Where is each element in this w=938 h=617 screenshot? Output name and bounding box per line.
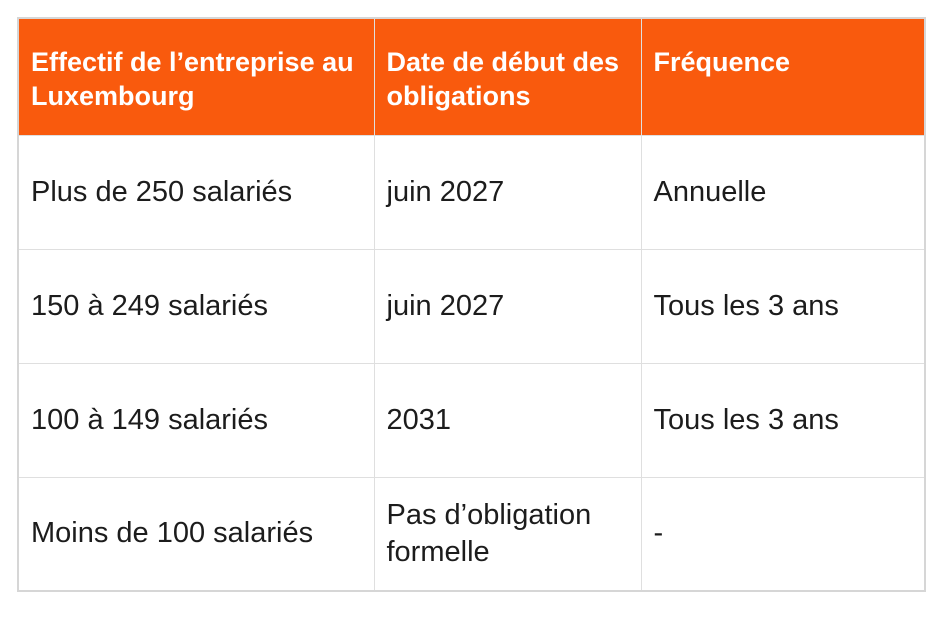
- table-row: Plus de 250 salariés juin 2027 Annuelle: [17, 134, 926, 250]
- table-row: 100 à 149 salariés 2031 Tous les 3 ans: [17, 362, 926, 478]
- cell-effectif: Plus de 250 salariés: [17, 134, 375, 250]
- cell-date-debut: 2031: [373, 362, 642, 478]
- cell-frequence: -: [640, 476, 926, 592]
- table-row: Moins de 100 salariés Pas d’obligation f…: [17, 476, 926, 592]
- cell-effectif: 150 à 249 salariés: [17, 248, 375, 364]
- header-cell-effectif: Effectif de l’entreprise au Luxembourg: [17, 17, 375, 136]
- header-cell-frequence: Fréquence: [640, 17, 926, 136]
- cell-frequence: Tous les 3 ans: [640, 362, 926, 478]
- obligations-table: Effectif de l’entreprise au Luxembourg D…: [17, 17, 926, 592]
- cell-effectif: Moins de 100 salariés: [17, 476, 375, 592]
- table-row: 150 à 249 salariés juin 2027 Tous les 3 …: [17, 248, 926, 364]
- cell-frequence: Tous les 3 ans: [640, 248, 926, 364]
- header-cell-date-debut: Date de début des obligations: [373, 17, 642, 136]
- cell-date-debut: Pas d’obligation formelle: [373, 476, 642, 592]
- table-header-row: Effectif de l’entreprise au Luxembourg D…: [17, 17, 926, 136]
- table-container: Effectif de l’entreprise au Luxembourg D…: [17, 17, 926, 592]
- cell-date-debut: juin 2027: [373, 134, 642, 250]
- cell-date-debut: juin 2027: [373, 248, 642, 364]
- cell-frequence: Annuelle: [640, 134, 926, 250]
- cell-effectif: 100 à 149 salariés: [17, 362, 375, 478]
